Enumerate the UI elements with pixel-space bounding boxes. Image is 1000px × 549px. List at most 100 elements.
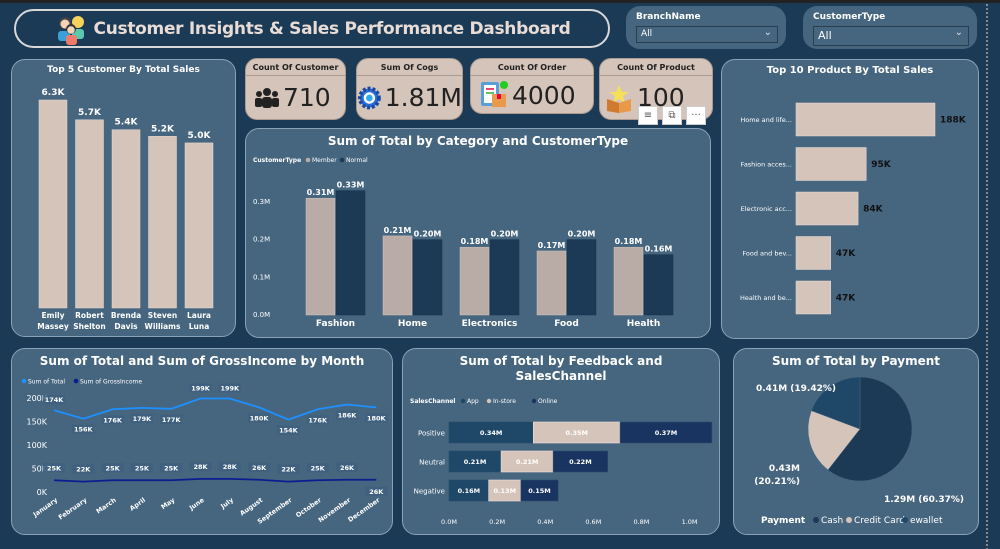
customertype-slicer[interactable]: CustomerType All ⌄	[803, 6, 977, 49]
legend-marker	[902, 517, 908, 523]
customertype-dropdown[interactable]: All ⌄	[813, 26, 969, 46]
focus-mode-icon[interactable]: ⧉	[662, 106, 682, 125]
data-label-bg	[130, 413, 153, 423]
bar	[148, 136, 177, 309]
pie-slice	[827, 376, 913, 482]
top10-title: Top 10 Product By Total Sales	[766, 65, 934, 76]
y-tick-label: Electronic acc...	[741, 205, 792, 213]
y-tick-label: 0.0M	[253, 311, 270, 319]
data-label: 0.31M	[307, 188, 335, 197]
customers-group-icon	[57, 15, 84, 45]
monthly-chart: Sum of Total Sum of GrossIncome 0K 50K 100K 1…	[21, 379, 388, 526]
data-label-bg	[336, 410, 358, 420]
kpi-label: Count Of Product	[600, 59, 712, 76]
y-tick-label: 50K	[32, 465, 48, 474]
data-label: 0.43M	[769, 464, 800, 474]
legend-marker	[813, 517, 819, 523]
page-edge-divider	[986, 4, 988, 549]
y-tick-label: Health and be...	[740, 294, 792, 302]
top5-chart: 6.3K Emily Massey 5.7K Robert Shelton 5.4K Bren…	[37, 88, 214, 331]
feedback-title: Sum of Total by Feedback and SalesChanne…	[403, 354, 719, 384]
x-tick-label: Massey	[37, 322, 69, 331]
branch-slicer[interactable]: BranchName All ⌄	[626, 6, 786, 49]
data-label: 25K	[164, 464, 179, 472]
data-label: 28K	[193, 463, 208, 471]
bar	[335, 190, 366, 316]
data-label-bg	[365, 486, 388, 496]
data-label-bg	[365, 413, 388, 423]
category-customertype-panel: Sum of Total by Category and CustomerTyp…	[245, 128, 711, 338]
legend-title: CustomerType	[253, 157, 301, 164]
more-options-button[interactable]: ···	[686, 106, 706, 125]
customertype-selected-value: All	[818, 29, 832, 42]
chevron-down-icon[interactable]: ⌄	[763, 27, 772, 38]
x-tick-label: Davis	[114, 322, 138, 331]
data-label: 180K	[250, 414, 270, 422]
bar	[459, 246, 490, 316]
bar-segment	[552, 450, 609, 473]
x-tick-label: Laura	[187, 311, 211, 320]
bar	[305, 197, 336, 316]
y-tick-label: Neutral	[419, 459, 445, 467]
data-label: 176K	[103, 416, 123, 424]
legend-label: Normal	[346, 157, 368, 164]
x-tick-label: February	[57, 496, 89, 522]
data-label: 0.37M	[655, 429, 678, 437]
top10-products-panel: Top 10 Product By Total Sales Home and l…	[721, 59, 979, 339]
legend-marker	[460, 398, 466, 404]
legend-marker	[339, 157, 345, 163]
x-tick-label: January	[31, 496, 60, 520]
data-label: 0.22M	[569, 458, 592, 466]
kpi-count-order: Count Of Order 4000	[470, 58, 594, 114]
feedback-chart: SalesChannel App In-store Online Positive 0.3…	[410, 398, 713, 526]
data-label: 0.16M	[645, 245, 673, 254]
y-tick-label: 200K	[26, 394, 47, 403]
x-tick-label: Shelton	[73, 322, 105, 331]
legend-marker	[531, 398, 537, 404]
data-label: 6.3K	[42, 88, 66, 98]
data-label-bg	[101, 463, 124, 473]
payment-panel: Sum of Total by Payment 1.29M (60.37%) 0.…	[733, 348, 979, 535]
data-label: 0.21M	[464, 458, 487, 466]
chevron-down-icon[interactable]: ⌄	[954, 27, 963, 38]
data-label: 0.41M (19.42%)	[756, 384, 836, 394]
bar	[566, 239, 597, 316]
order-clipboard-icon	[481, 81, 508, 107]
y-tick-label: 0.2M	[253, 236, 270, 244]
data-label: 0.18M	[615, 237, 643, 246]
bar	[412, 239, 443, 316]
data-label: 0.20M	[568, 230, 596, 239]
data-label: 25K	[135, 464, 150, 472]
data-label: 47K	[836, 249, 857, 259]
y-tick-label: Negative	[414, 488, 445, 496]
x-tick-label: August	[238, 496, 264, 517]
bar	[795, 147, 867, 181]
filter-icon[interactable]: ≡	[638, 106, 658, 125]
kpi-label: Sum Of Cogs	[357, 59, 462, 76]
kpi-label: Count Of Order	[471, 59, 593, 76]
data-label: 0.21M	[516, 458, 539, 466]
customertype-slicer-label: CustomerType	[813, 12, 886, 22]
data-label: 154K	[279, 427, 299, 435]
bar	[613, 246, 644, 316]
data-label: 0.16M	[458, 487, 481, 495]
x-tick-label: 0.6M	[585, 518, 601, 526]
legend-label: Member	[312, 157, 337, 164]
legend-label: App	[467, 398, 479, 405]
data-label-bg	[43, 395, 65, 405]
data-label: (20.21%)	[754, 477, 800, 487]
data-label: 95K	[871, 160, 892, 170]
x-tick-label: December	[346, 496, 382, 524]
y-tick-label: Positive	[418, 430, 445, 438]
branch-dropdown[interactable]: All ⌄	[636, 26, 778, 43]
data-label: 25K	[47, 464, 62, 472]
data-label-bg	[248, 462, 271, 472]
x-tick-label: Williams	[145, 322, 181, 331]
x-tick-label: Robert	[75, 311, 104, 320]
data-label: 1.29M (60.37%)	[884, 495, 964, 505]
data-label-bg	[72, 424, 95, 434]
bar	[75, 119, 104, 309]
y-tick-label: Home and life...	[740, 116, 792, 124]
data-label-bg	[72, 464, 95, 474]
legend-label: Online	[538, 398, 558, 405]
